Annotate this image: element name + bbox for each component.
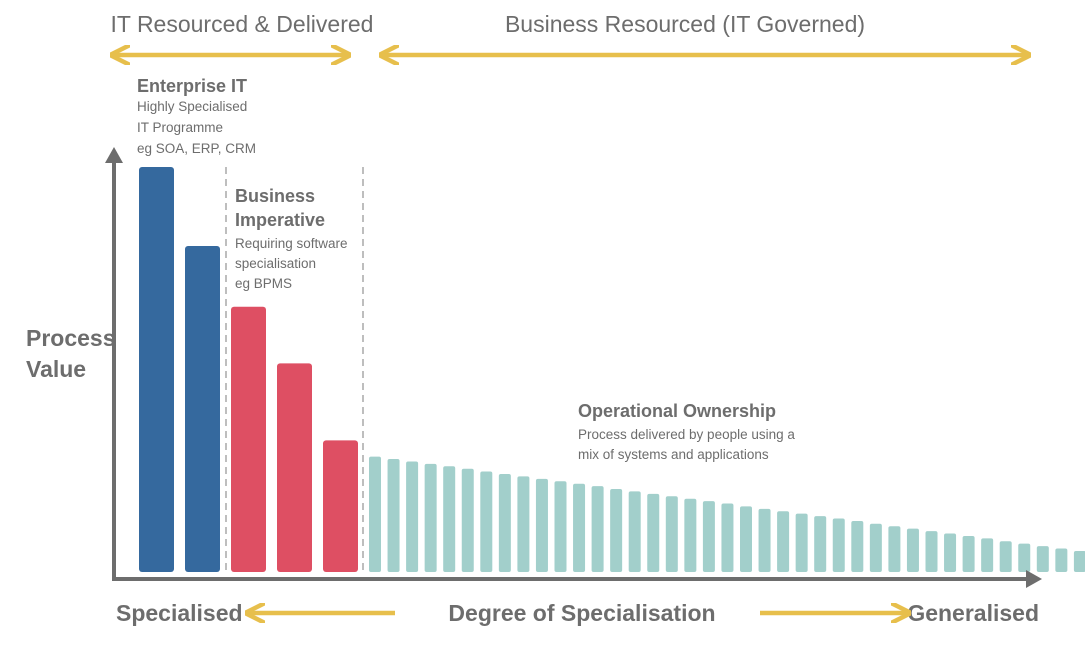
operational-ownership-bar-37 [1036, 546, 1049, 572]
operational-ownership-bar-38 [1055, 548, 1068, 572]
operational-ownership-bar-19 [702, 501, 715, 573]
operational-ownership-bar-20 [721, 503, 734, 572]
operational-ownership-bar-4 [424, 463, 437, 573]
enterprise-it-subtitle: Highly Specialised IT Programme eg SOA, … [137, 99, 256, 156]
operational-ownership-bar-26 [832, 518, 845, 572]
business-imperative-subtitle: Requiring software specialisation eg BPM… [235, 236, 351, 291]
operational-ownership-bar-7 [480, 471, 493, 572]
operational-ownership-bar-24 [795, 513, 808, 572]
business-imperative-bar-1 [231, 306, 266, 572]
operational-ownership-bar-14 [610, 488, 623, 572]
x-axis-label: Degree of Specialisation [448, 600, 715, 626]
bars-group [139, 167, 1085, 573]
operational-ownership-bar-12 [573, 483, 586, 572]
operational-ownership-bar-9 [517, 476, 530, 572]
operational-ownership-subtitle: Process delivered by people using a mix … [578, 427, 799, 462]
operational-ownership-bar-30 [906, 528, 919, 572]
operational-ownership-bar-6 [461, 468, 474, 573]
operational-ownership-bar-25 [814, 516, 827, 572]
operational-ownership-title: Operational Ownership [578, 401, 776, 421]
x-axis-arrowhead [1026, 570, 1042, 588]
y-axis-arrowhead [105, 147, 123, 163]
operational-ownership-bar-39 [1073, 550, 1085, 572]
operational-ownership-bar-3 [406, 461, 419, 573]
operational-ownership-bar-8 [498, 473, 511, 572]
operational-ownership-bar-28 [869, 523, 882, 572]
y-axis-label: Process Value [26, 325, 122, 382]
operational-ownership-bar-2 [387, 459, 400, 572]
operational-ownership-bar-13 [591, 486, 604, 572]
operational-ownership-bar-31 [925, 531, 938, 572]
operational-ownership-bar-1 [369, 456, 381, 572]
operational-ownership-bar-33 [962, 535, 975, 573]
operational-ownership-bar-17 [665, 496, 678, 572]
enterprise-it-title: Enterprise IT [137, 76, 247, 96]
operational-ownership-bar-16 [647, 493, 660, 572]
operational-ownership-bar-34 [981, 538, 994, 572]
it-resourced-label: IT Resourced & Delivered [111, 11, 374, 37]
operational-ownership-bar-32 [944, 533, 957, 572]
enterprise-it-bar-2 [185, 245, 220, 572]
operational-ownership-bar-15 [628, 491, 641, 572]
operational-ownership-bar-10 [535, 478, 548, 572]
operational-ownership-bar-18 [684, 498, 697, 572]
operational-ownership-bar-21 [740, 506, 752, 572]
operational-ownership-bar-22 [758, 508, 771, 572]
operational-ownership-bar-29 [888, 526, 901, 573]
operational-ownership-bar-27 [851, 520, 864, 572]
enterprise-it-bar-1 [139, 167, 174, 572]
operational-ownership-bar-11 [554, 481, 567, 572]
business-imperative-title: Business Imperative [235, 186, 325, 230]
business-imperative-bar-3 [323, 440, 358, 573]
operational-ownership-bar-5 [443, 466, 456, 572]
operational-ownership-bar-36 [1018, 543, 1031, 572]
business-resourced-label: Business Resourced (IT Governed) [505, 11, 865, 37]
business-imperative-bar-2 [277, 363, 312, 572]
x-left-label: Specialised [116, 600, 243, 626]
x-right-label: Generalised [907, 600, 1039, 626]
operational-ownership-bar-23 [777, 511, 790, 572]
operational-ownership-bar-35 [999, 541, 1012, 572]
